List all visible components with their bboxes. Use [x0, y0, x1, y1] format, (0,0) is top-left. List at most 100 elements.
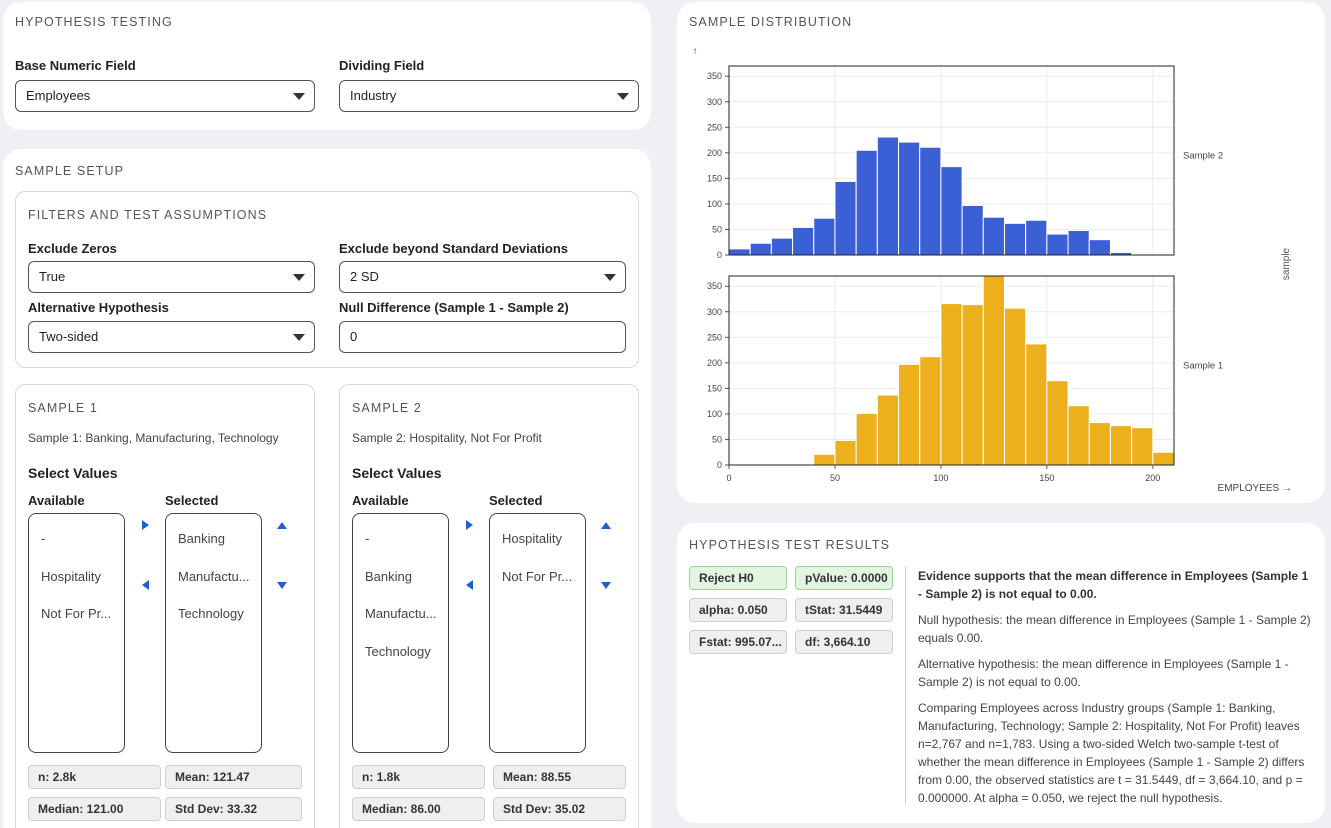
x-tick-label: 200 [1145, 473, 1160, 483]
histogram-bar [1025, 219, 1048, 256]
move-up-icon[interactable] [277, 522, 287, 529]
sample1-mean-badge: Mean: 121.47 [165, 765, 302, 789]
alt-hypothesis-value: Two-sided [39, 329, 99, 344]
list-item[interactable]: Banking [365, 569, 412, 584]
list-item[interactable]: Not For Pr... [41, 606, 112, 621]
sample1-selected-list[interactable]: Banking Manufactu... Technology [165, 513, 262, 753]
histogram-bar [792, 226, 815, 256]
histogram-bar [940, 303, 963, 466]
base-field-value: Employees [26, 88, 91, 103]
histogram-bar [876, 394, 900, 466]
list-item[interactable]: Not For Pr... [502, 569, 573, 584]
sample1-select-heading: Select Values [28, 465, 118, 481]
base-field-select[interactable]: Employees [15, 80, 315, 112]
y-tick-label: 350 [707, 71, 722, 81]
histogram-bar [898, 363, 921, 466]
histogram-bar [855, 149, 878, 256]
move-down-icon[interactable] [601, 582, 611, 589]
histogram-bar [1067, 405, 1090, 466]
y-tick-label: 100 [707, 199, 722, 209]
null-difference-input[interactable]: 0 [339, 321, 626, 353]
sample1-title: SAMPLE 1 [28, 401, 98, 415]
y-tick-label: 300 [707, 307, 722, 317]
list-item[interactable]: Technology [178, 606, 244, 621]
histogram-bar [813, 217, 836, 256]
y-tick-label: 200 [707, 358, 722, 368]
move-left-icon[interactable] [466, 580, 473, 590]
dividing-field-value: Industry [350, 88, 397, 103]
histogram-bar [940, 166, 963, 256]
histogram-bar [1109, 425, 1133, 466]
dividing-field-select[interactable]: Industry [339, 80, 639, 112]
histogram-bar [961, 204, 984, 256]
histogram-bar [919, 356, 942, 466]
move-right-icon[interactable] [466, 520, 473, 530]
alpha-badge: alpha: 0.050 [689, 598, 787, 622]
sample1-selected-label: Selected [165, 493, 219, 508]
exclude-zeros-select[interactable]: True [28, 261, 315, 293]
alt-hypothesis-label: Alternative Hypothesis [28, 300, 169, 315]
list-item[interactable]: - [41, 531, 46, 546]
null-difference-label: Null Difference (Sample 1 - Sample 2) [339, 300, 569, 315]
histogram-bar [770, 237, 794, 256]
list-item[interactable]: Technology [365, 644, 431, 659]
y-tick-label: 50 [712, 434, 722, 444]
sample2-title: SAMPLE 2 [352, 401, 422, 415]
fstat-badge: Fstat: 995.07... [689, 630, 787, 654]
move-left-icon[interactable] [142, 580, 149, 590]
sample2-available-list[interactable]: - Banking Manufactu... Technology [352, 513, 449, 753]
list-item[interactable]: Manufactu... [178, 569, 250, 584]
y-tick-label: 150 [707, 173, 722, 183]
move-down-icon[interactable] [277, 582, 287, 589]
histogram-bar [898, 141, 921, 256]
sample2-mean-badge: Mean: 88.55 [493, 765, 626, 789]
distribution-chart: ↑ sample EMPLOYEES → 0 50 100 150 200 250 300 3… [693, 46, 1293, 494]
results-title: HYPOTHESIS TEST RESULTS [689, 538, 891, 552]
histogram-bar [1003, 307, 1027, 466]
histogram-bar [1046, 380, 1069, 466]
y-tick-label: 250 [707, 122, 722, 132]
y-tick-label: 0 [717, 250, 722, 260]
sample2-n-badge: n: 1.8k [352, 765, 485, 789]
move-right-icon[interactable] [142, 520, 149, 530]
list-item[interactable]: Hospitality [502, 531, 562, 546]
sample2-selected-list[interactable]: Hospitality Not For Pr... [489, 513, 586, 753]
histogram-bar [1088, 422, 1111, 466]
sample2-description: Sample 2: Hospitality, Not For Profit [352, 431, 542, 445]
filters-title: FILTERS AND TEST ASSUMPTIONS [28, 208, 268, 222]
filters-panel: FILTERS AND TEST ASSUMPTIONS Exclude Zer… [15, 191, 639, 368]
y-tick-label: 150 [707, 383, 722, 393]
list-item[interactable]: Banking [178, 531, 225, 546]
histogram-bar [1088, 239, 1111, 256]
list-item[interactable]: Hospitality [41, 569, 101, 584]
sample2-selected-label: Selected [489, 493, 543, 508]
sample-setup-card: SAMPLE SETUP FILTERS AND TEST ASSUMPTION… [3, 149, 651, 828]
x-axis-label: EMPLOYEES → [1218, 483, 1292, 494]
results-summary: Comparing Employees across Industry grou… [918, 701, 1305, 805]
sample1-median-badge: Median: 121.00 [28, 797, 161, 821]
y-tick-label: 300 [707, 97, 722, 107]
sample2-std-badge: Std Dev: 35.02 [493, 797, 626, 821]
histogram-bar [813, 453, 836, 466]
chevron-down-icon [604, 274, 616, 281]
list-item[interactable]: - [365, 531, 370, 546]
list-item[interactable]: Manufactu... [365, 606, 437, 621]
sample2-panel: SAMPLE 2 Sample 2: Hospitality, Not For … [339, 384, 639, 828]
results-divider [905, 566, 906, 804]
x-tick-label: 150 [1039, 473, 1054, 483]
histogram-bar [855, 412, 878, 466]
results-alt-hypothesis: Alternative hypothesis: the mean differe… [918, 657, 1289, 689]
sample1-std-badge: Std Dev: 33.32 [165, 797, 302, 821]
exclude-zeros-label: Exclude Zeros [28, 241, 117, 256]
facet-label: Sample 1 [1183, 361, 1223, 372]
alt-hypothesis-select[interactable]: Two-sided [28, 321, 315, 353]
histogram-bar [982, 216, 1005, 256]
distribution-title: SAMPLE DISTRIBUTION [689, 15, 853, 29]
tstat-badge: tStat: 31.5449 [795, 598, 893, 622]
exclude-sd-select[interactable]: 2 SD [339, 261, 626, 293]
histogram-bar [876, 136, 900, 256]
histogram-bar [1152, 451, 1175, 466]
move-up-icon[interactable] [601, 522, 611, 529]
sample1-available-list[interactable]: - Hospitality Not For Pr... [28, 513, 125, 753]
histogram-bar [1067, 229, 1090, 256]
